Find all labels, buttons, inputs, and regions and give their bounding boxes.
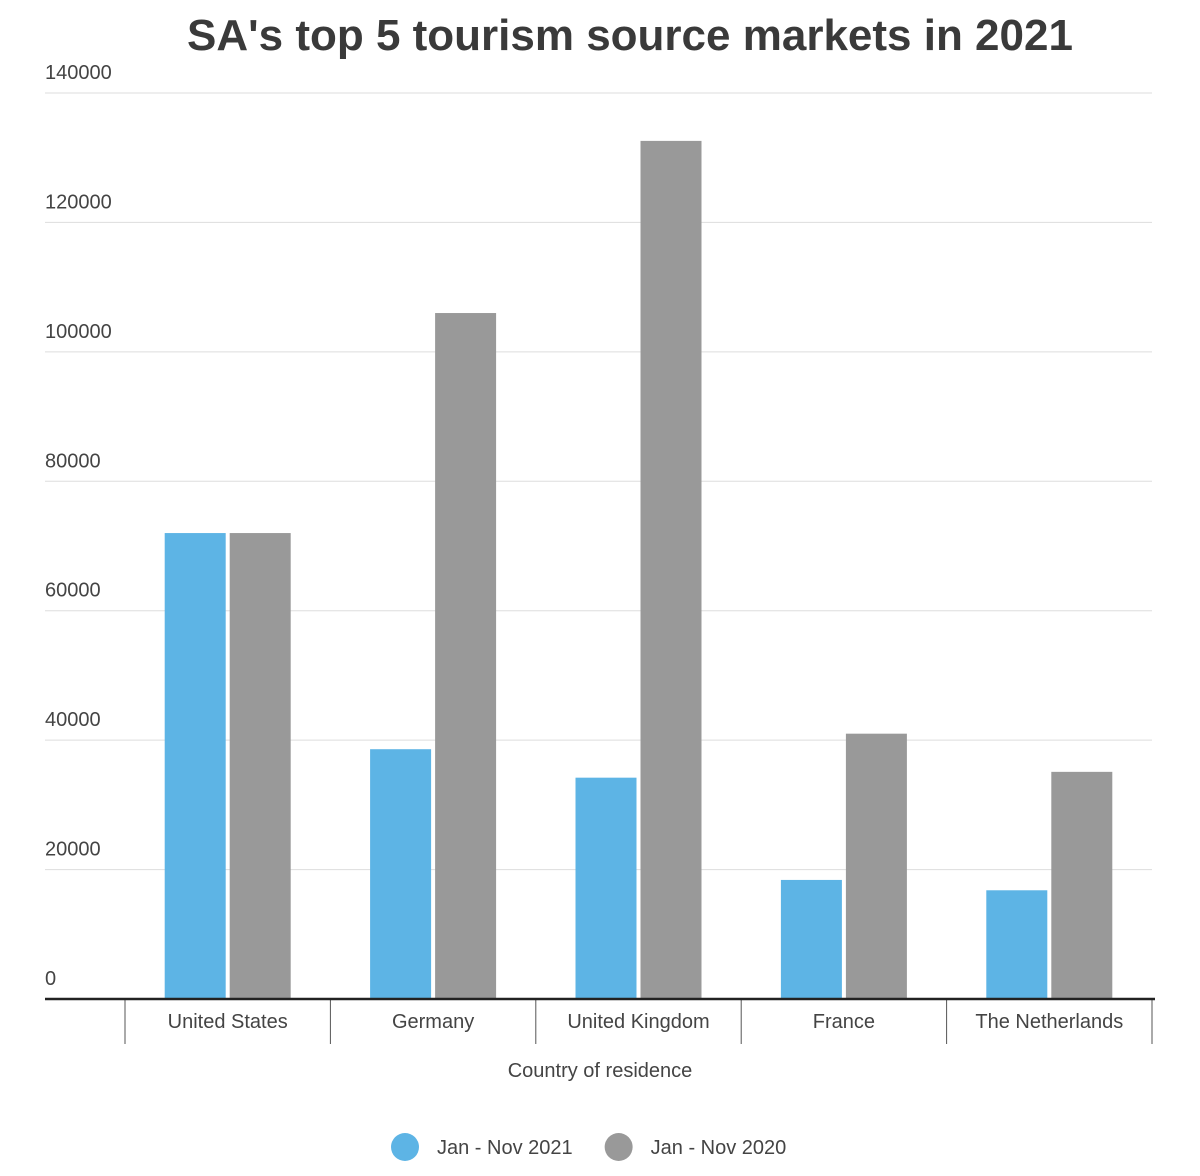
legend-marker (604, 1133, 633, 1161)
chart-title: SA's top 5 tourism source markets in 202… (187, 11, 1073, 60)
bar (780, 879, 842, 999)
bar (164, 533, 226, 999)
bar (1051, 771, 1113, 999)
bar (575, 777, 637, 999)
y-tick-label: 80000 (45, 450, 101, 472)
x-tick-label: United Kingdom (567, 1011, 709, 1033)
y-tick-label: 120000 (45, 191, 112, 213)
bar (229, 533, 291, 999)
bar (435, 313, 497, 999)
x-tick-label: Germany (392, 1011, 474, 1033)
bar (370, 749, 432, 999)
legend-label: Jan - Nov 2021 (437, 1137, 573, 1159)
legend-marker (391, 1133, 419, 1161)
y-tick-label: 140000 (45, 62, 112, 84)
x-tick-label: France (813, 1011, 875, 1033)
y-tick-label: 40000 (45, 709, 101, 731)
y-tick-label: 0 (45, 968, 56, 990)
bar (640, 140, 702, 1000)
legend-label: Jan - Nov 2020 (651, 1137, 787, 1159)
x-tick-label: United States (168, 1011, 288, 1033)
y-tick-label: 100000 (45, 321, 112, 343)
y-tick-label: 60000 (45, 580, 101, 602)
x-axis-label: Country of residence (508, 1060, 693, 1082)
bar (986, 890, 1048, 999)
x-tick-label: The Netherlands (975, 1011, 1123, 1033)
y-tick-label: 20000 (45, 839, 101, 861)
bar (845, 733, 907, 999)
